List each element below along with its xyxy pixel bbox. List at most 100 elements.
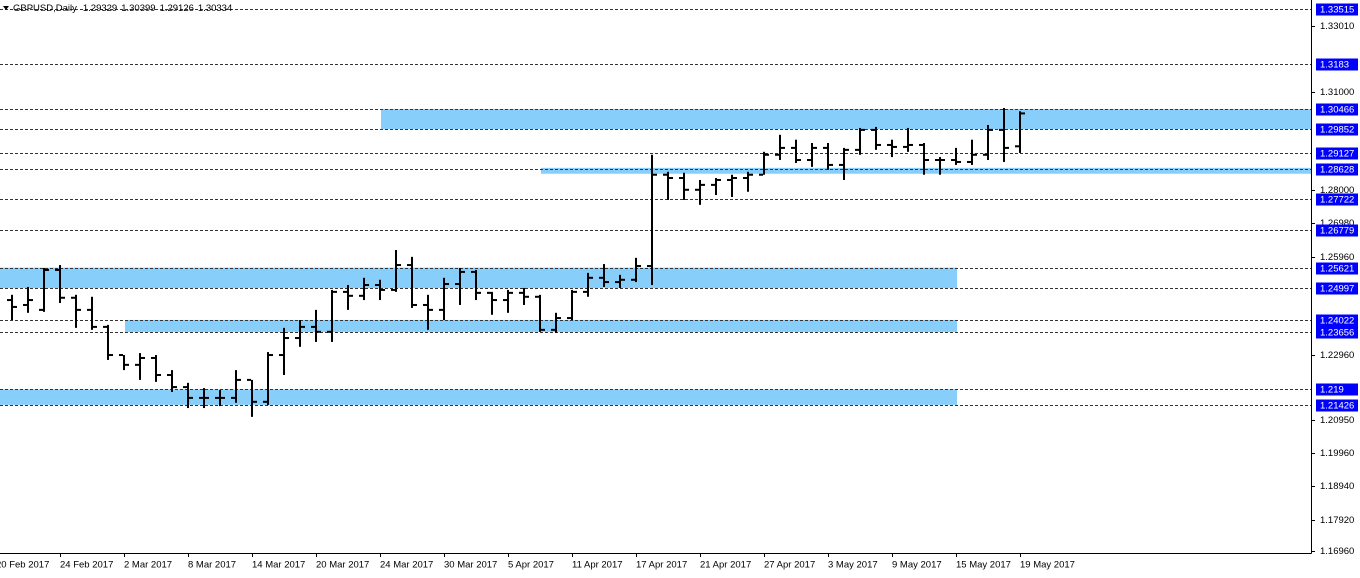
header-arrow bbox=[3, 6, 9, 10]
y-tick-label: 1.19960 bbox=[1320, 448, 1354, 459]
bar-open bbox=[711, 183, 715, 186]
x-tick-label: 24 Feb 2017 bbox=[60, 560, 113, 571]
bar-open bbox=[535, 295, 539, 298]
level-price-label: 1.29852 bbox=[1320, 125, 1354, 136]
level-price-label: 1.26779 bbox=[1320, 226, 1354, 237]
bar-open bbox=[999, 128, 1003, 131]
bar-close bbox=[701, 183, 705, 186]
bar-close bbox=[109, 354, 113, 357]
bar-range bbox=[619, 274, 621, 288]
bar-close bbox=[29, 299, 33, 302]
bar-open bbox=[679, 177, 683, 180]
bar-range bbox=[123, 355, 125, 371]
bar-close bbox=[285, 337, 289, 340]
bar-open bbox=[23, 303, 27, 306]
bar-range bbox=[459, 267, 461, 305]
bar-range bbox=[283, 327, 285, 375]
level-price-box bbox=[1316, 262, 1358, 275]
bar-close bbox=[77, 308, 81, 311]
bar-range bbox=[939, 157, 941, 175]
x-tick-label: 8 Mar 2017 bbox=[188, 560, 236, 571]
bar-close bbox=[397, 264, 401, 267]
level-price-label: 1.28628 bbox=[1320, 165, 1354, 176]
bar-open bbox=[503, 299, 507, 302]
bar-range bbox=[27, 286, 29, 313]
y-tick-label: 1.17920 bbox=[1320, 515, 1354, 526]
bar-range bbox=[955, 147, 957, 165]
level-price-box bbox=[1316, 282, 1358, 295]
bar-close bbox=[925, 159, 929, 162]
bar-open bbox=[119, 354, 123, 357]
level-price-label: 1.29127 bbox=[1320, 149, 1354, 160]
bar-open bbox=[871, 128, 875, 131]
x-tick-label: 5 Apr 2017 bbox=[508, 560, 554, 571]
bar-open bbox=[967, 160, 971, 163]
level-price-label: 1.27722 bbox=[1320, 195, 1354, 206]
bar-open bbox=[279, 354, 283, 357]
axes: 20 Feb 2017 24 Feb 2017 2 Mar 2017 8 Mar 20… bbox=[0, 3, 1358, 571]
bar-open bbox=[823, 146, 827, 149]
bar-close bbox=[621, 278, 625, 281]
x-tick-label: 20 Feb 2017 bbox=[0, 560, 49, 571]
bar-close bbox=[525, 295, 529, 298]
bar-range bbox=[43, 267, 45, 312]
x-tick-label: 21 Apr 2017 bbox=[700, 560, 751, 571]
bar-open bbox=[311, 325, 315, 328]
bar-close bbox=[61, 296, 65, 299]
bar-open bbox=[231, 396, 235, 399]
header: GBPUSD,Daily 1.29329 1.30399 1.29126 1.30334 bbox=[13, 3, 232, 14]
bar-range bbox=[539, 294, 541, 332]
bar-open bbox=[903, 145, 907, 148]
bar-close bbox=[861, 128, 865, 131]
bar-close bbox=[461, 270, 465, 273]
bar-range bbox=[1019, 111, 1021, 153]
bar-range bbox=[523, 287, 525, 305]
bar-close bbox=[509, 291, 513, 294]
bar-close bbox=[605, 281, 609, 284]
bar-close bbox=[349, 294, 353, 297]
level-price-box bbox=[1316, 123, 1358, 136]
bar-range bbox=[203, 388, 205, 409]
bar-close bbox=[253, 400, 257, 403]
zone bbox=[541, 167, 1311, 174]
bar-range bbox=[987, 124, 989, 161]
bar-range bbox=[891, 139, 893, 158]
bar-close bbox=[893, 145, 897, 148]
x-tick-label: 19 May 2017 bbox=[1020, 560, 1075, 571]
symbol-title: GBPUSD,Daily bbox=[13, 3, 77, 14]
bar-range bbox=[235, 370, 237, 403]
bar-close bbox=[653, 173, 657, 176]
bar-open bbox=[759, 173, 763, 176]
bar-open bbox=[247, 378, 251, 381]
bar-open bbox=[807, 159, 811, 162]
bar-range bbox=[667, 171, 669, 200]
bar-close bbox=[493, 299, 497, 302]
bar-range bbox=[859, 127, 861, 155]
bar-close bbox=[333, 290, 337, 293]
x-tick-label: 2 Mar 2017 bbox=[124, 560, 172, 571]
bar-close bbox=[365, 284, 369, 287]
x-tick-label: 24 Mar 2017 bbox=[380, 560, 433, 571]
bar-close bbox=[317, 330, 321, 333]
bar-open bbox=[167, 373, 171, 376]
level-price-box bbox=[1316, 3, 1358, 16]
bar-open bbox=[471, 270, 475, 273]
bar-close bbox=[989, 128, 993, 131]
bar-open bbox=[951, 159, 955, 162]
bar-range bbox=[491, 291, 493, 315]
bar-range bbox=[971, 139, 973, 165]
bar-close bbox=[125, 363, 129, 366]
bar-range bbox=[139, 353, 141, 380]
bar-close bbox=[685, 188, 689, 191]
bar-close bbox=[845, 148, 849, 151]
level-price-box bbox=[1316, 58, 1358, 71]
y-tick-label: 1.31000 bbox=[1320, 87, 1354, 98]
bar-open bbox=[935, 159, 939, 162]
bar-close bbox=[413, 303, 417, 306]
bar-range bbox=[635, 257, 637, 283]
bar-close bbox=[637, 265, 641, 268]
bar-range bbox=[299, 320, 301, 347]
zone bbox=[0, 267, 957, 289]
